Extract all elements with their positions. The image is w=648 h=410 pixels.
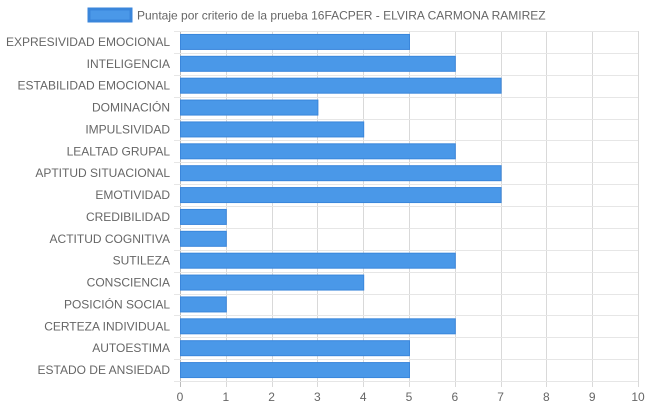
x-tick-label: 10 <box>631 390 645 404</box>
bar[interactable] <box>180 296 227 313</box>
x-tick-label: 9 <box>589 390 596 404</box>
category-label: APTITUD SITUACIONAL <box>35 166 170 180</box>
bar[interactable] <box>180 340 410 357</box>
category-label: CREDIBILIDAD <box>86 210 170 224</box>
bar[interactable] <box>180 55 456 72</box>
bar[interactable] <box>180 318 456 335</box>
x-tick-label: 7 <box>497 390 504 404</box>
bars <box>180 33 502 379</box>
bar[interactable] <box>180 230 227 247</box>
category-label: CERTEZA INDIVIDUAL <box>44 319 170 333</box>
category-label: SUTILEZA <box>113 254 170 268</box>
legend-label: Puntaje por criterio de la prueba 16FACP… <box>137 9 546 23</box>
category-label: CONSCIENCIA <box>87 276 170 290</box>
bar[interactable] <box>180 77 502 94</box>
x-tick-label: 4 <box>360 390 367 404</box>
category-labels: EXPRESIVIDAD EMOCIONAL INTELIGENCIA ESTABI… <box>6 35 170 377</box>
bar[interactable] <box>180 121 365 138</box>
x-tick-label: 2 <box>268 390 275 404</box>
bar[interactable] <box>180 252 456 269</box>
category-label: POSICIÓN SOCIAL <box>64 296 170 311</box>
category-label: LEALTAD GRUPAL <box>67 144 171 158</box>
category-label: ESTADO DE ANSIEDAD <box>38 363 171 377</box>
legend[interactable]: Puntaje por criterio de la prueba 16FACP… <box>87 7 546 23</box>
category-label: EXPRESIVIDAD EMOCIONAL <box>6 35 170 49</box>
category-label: IMPULSIVIDAD <box>85 122 170 136</box>
bar[interactable] <box>180 187 502 204</box>
bar[interactable] <box>180 33 410 50</box>
category-label: ACTITUD COGNITIVA <box>50 232 170 246</box>
x-tick-labels: 0 1 2 3 4 5 6 7 8 9 10 <box>177 390 645 404</box>
legend-swatch[interactable] <box>87 7 133 23</box>
x-tick-label: 8 <box>543 390 550 404</box>
bar[interactable] <box>180 143 456 160</box>
category-label: DOMINACIÓN <box>92 100 170 115</box>
bar[interactable] <box>180 208 227 225</box>
category-label: ESTABILIDAD EMOCIONAL <box>18 79 171 93</box>
bar[interactable] <box>180 362 410 379</box>
category-label: EMOTIVIDAD <box>95 188 170 202</box>
x-tick-label: 3 <box>314 390 321 404</box>
category-label: INTELIGENCIA <box>87 57 170 71</box>
x-tick-label: 5 <box>406 390 413 404</box>
x-tick-label: 6 <box>451 390 458 404</box>
x-tick-label: 0 <box>177 390 184 404</box>
bar[interactable] <box>180 99 319 116</box>
bar[interactable] <box>180 165 502 182</box>
category-label: AUTOESTIMA <box>92 341 170 355</box>
bar[interactable] <box>180 274 365 291</box>
x-tick-label: 1 <box>222 390 229 404</box>
